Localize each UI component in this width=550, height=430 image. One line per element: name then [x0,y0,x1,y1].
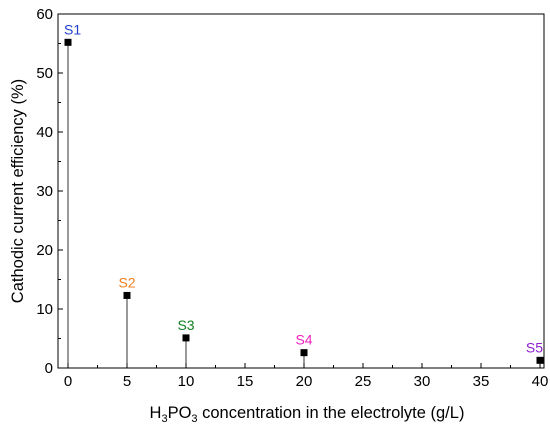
data-point [300,349,308,357]
point-label: S2 [118,274,135,290]
point-label: S3 [177,317,194,333]
y-tick-label: 60 [36,6,53,23]
drop-lines [67,42,541,368]
x-tick-label: 5 [123,373,131,390]
y-tick-label: 30 [36,183,53,200]
y-axis-ticks: 0 10 20 30 40 50 60 [36,6,63,377]
point-label: S4 [295,332,312,348]
data-point [182,334,190,342]
x-tick-label: 25 [355,373,372,390]
y-tick-label: 50 [36,65,53,82]
x-axis-ticks: 0 5 10 15 20 25 30 35 40 [64,363,549,390]
data-point [123,291,131,299]
x-tick-label: 35 [473,373,490,390]
plot-frame [57,13,545,369]
y-tick-label: 40 [36,124,53,141]
point-labels: S1 S2 S3 S4 S5 [64,21,543,355]
x-tick-label: 40 [532,373,549,390]
data-point [64,38,72,46]
x-axis-title: H3PO3 concentration in the electrolyte (… [150,404,465,425]
data-points [64,38,544,364]
x-tick-label: 20 [296,373,313,390]
x-tick-label: 0 [64,373,72,390]
point-label: S1 [64,21,81,37]
y-tick-label: 0 [45,360,53,377]
x-tick-label: 10 [178,373,195,390]
y-tick-label: 20 [36,242,53,259]
y-tick-label: 10 [36,301,53,318]
x-tick-label: 15 [237,373,254,390]
data-point [536,356,544,364]
point-label: S5 [526,339,543,355]
y-axis-title: Cathodic current efficiency (%) [9,79,27,303]
x-tick-label: 30 [414,373,431,390]
